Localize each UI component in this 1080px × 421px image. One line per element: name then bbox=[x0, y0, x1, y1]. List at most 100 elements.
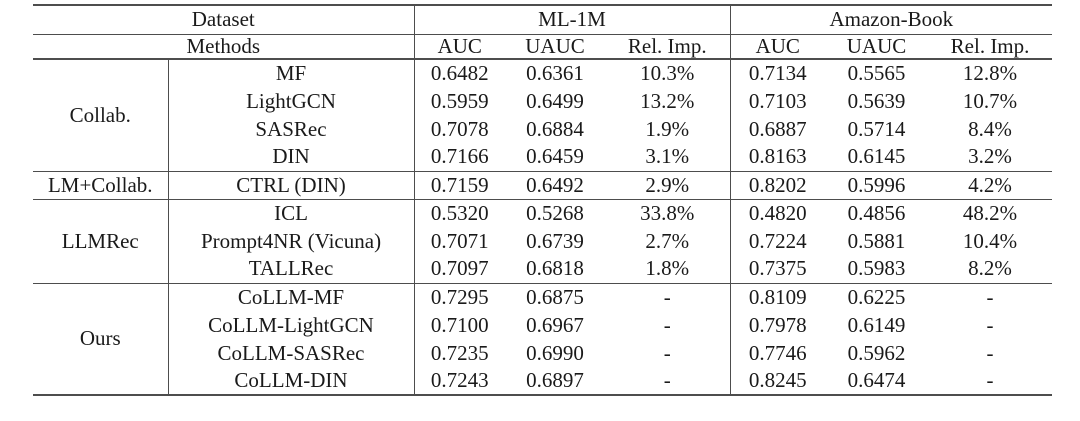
metric-cell: 0.7166 bbox=[430, 144, 489, 169]
metric-cell: 2.7% bbox=[605, 227, 731, 255]
col-header-ml1m-rel-imp: Rel. Imp. bbox=[605, 34, 731, 60]
metric-cell: 0.4820 bbox=[748, 200, 807, 225]
metric-cell: 0.6225 bbox=[847, 284, 906, 309]
group-cell: LLMRec bbox=[33, 199, 169, 283]
metric-cell: 0.6492 bbox=[526, 172, 584, 197]
table-row: CoLLM-DIN 0.7243 0.6897 - 0.8245 0.6474 … bbox=[33, 367, 1052, 395]
metric-cell: 3.1% bbox=[605, 143, 731, 171]
col-header-amazon-auc: AUC bbox=[730, 34, 826, 60]
metric-cell: 0.7097 bbox=[430, 256, 489, 281]
method-cell: CoLLM-MF bbox=[168, 283, 415, 311]
metric-cell: 0.6990 bbox=[526, 340, 584, 365]
section-ours: Ours CoLLM-MF 0.7295 0.6875 - 0.8109 0.6… bbox=[33, 283, 1053, 395]
dataset-header-cell: Dataset bbox=[33, 5, 415, 35]
table-row: LLMRec ICL 0.5320 0.5268 33.8% 0.4820 0.… bbox=[33, 199, 1052, 283]
metric-cell: 1.9% bbox=[605, 115, 731, 143]
metric-cell: 0.7100 bbox=[430, 312, 489, 337]
table-row: Prompt4NR (Vicuna) 0.7071 0.6739 2.7% 0.… bbox=[33, 227, 1052, 255]
metric-cell: 0.7134 bbox=[748, 61, 807, 85]
metric-cell: 1.8% bbox=[605, 255, 731, 283]
group-cell: LM+Collab. bbox=[33, 171, 169, 199]
metric-cell: 0.7224 bbox=[748, 228, 807, 253]
table-row: DIN 0.7166 0.6459 3.1% 0.8163 0.6145 3.2… bbox=[33, 143, 1052, 171]
metric-cell: - bbox=[986, 368, 994, 392]
section-llmrec: LLMRec ICL 0.5320 0.5268 33.8% 0.4820 0.… bbox=[33, 199, 1053, 283]
metric-cell: 0.6145 bbox=[847, 144, 906, 169]
methods-header-cell: Methods bbox=[33, 34, 415, 60]
section-collab: Collab. MF 0.6482 0.6361 10.3% 0.7134 0.… bbox=[33, 59, 1053, 171]
metric-cell: 13.2% bbox=[605, 87, 731, 115]
metric-cell: 0.5881 bbox=[847, 228, 906, 253]
metric-cell: 0.5565 bbox=[847, 61, 906, 85]
metric-cell: - bbox=[605, 367, 731, 395]
col-header-ml1m-uauc: UAUC bbox=[505, 34, 606, 60]
metric-cell: 0.6739 bbox=[526, 228, 584, 253]
metric-cell: 4.2% bbox=[968, 172, 1012, 197]
metric-cell: 0.6887 bbox=[748, 116, 807, 141]
metric-cell: 0.7243 bbox=[430, 368, 489, 392]
metric-cell: 0.7978 bbox=[748, 312, 807, 337]
method-cell: CoLLM-LightGCN bbox=[168, 311, 415, 339]
method-cell: MF bbox=[168, 59, 415, 87]
group-cell: Collab. bbox=[33, 59, 169, 171]
metric-cell: 0.5996 bbox=[847, 172, 906, 197]
metric-cell: 0.5639 bbox=[847, 88, 906, 113]
metric-cell: 0.5959 bbox=[430, 88, 489, 113]
metric-cell: 48.2% bbox=[962, 200, 1018, 225]
method-cell: CoLLM-DIN bbox=[168, 367, 415, 395]
metric-cell: 0.7746 bbox=[748, 340, 807, 365]
metric-cell: 8.4% bbox=[968, 116, 1012, 141]
metric-cell: 0.5320 bbox=[430, 200, 489, 225]
table-row: LightGCN 0.5959 0.6499 13.2% 0.7103 0.56… bbox=[33, 87, 1052, 115]
metric-cell: 0.7295 bbox=[430, 284, 489, 309]
table-row: CoLLM-LightGCN 0.7100 0.6967 - 0.7978 0.… bbox=[33, 311, 1052, 339]
metric-cell: 10.7% bbox=[962, 88, 1018, 113]
header-row-dataset: Dataset ML-1M Amazon-Book bbox=[33, 5, 1053, 35]
table-row: Ours CoLLM-MF 0.7295 0.6875 - 0.8109 0.6… bbox=[33, 283, 1052, 395]
metric-cell: - bbox=[605, 339, 731, 367]
metric-cell: 0.6884 bbox=[526, 116, 584, 141]
table-row: Collab. MF 0.6482 0.6361 10.3% 0.7134 0.… bbox=[33, 59, 1052, 171]
col-header-amazon-uauc: UAUC bbox=[825, 34, 929, 60]
metric-cell: 0.5962 bbox=[847, 340, 906, 365]
method-cell: CoLLM-SASRec bbox=[168, 339, 415, 367]
table-row: SASRec 0.7078 0.6884 1.9% 0.6887 0.5714 … bbox=[33, 115, 1052, 143]
metric-cell: 0.4856 bbox=[847, 200, 906, 225]
metric-cell: - bbox=[605, 283, 731, 311]
method-cell: Prompt4NR (Vicuna) bbox=[168, 227, 415, 255]
metric-cell: 0.6482 bbox=[430, 61, 489, 85]
metric-cell: 0.5268 bbox=[526, 200, 584, 225]
metric-cell: 0.5714 bbox=[847, 116, 906, 141]
metric-cell: - bbox=[986, 284, 994, 309]
group-header-amazon-book: Amazon-Book bbox=[730, 5, 1053, 35]
metric-cell: - bbox=[986, 312, 994, 337]
metric-cell: 0.8163 bbox=[748, 144, 807, 169]
metric-cell: 33.8% bbox=[605, 199, 731, 227]
metric-cell: 0.7375 bbox=[748, 256, 807, 281]
metric-cell: 0.6361 bbox=[526, 61, 584, 85]
metric-cell: 0.7235 bbox=[430, 340, 489, 365]
metric-cell: 0.6149 bbox=[847, 312, 906, 337]
metric-cell: 0.6818 bbox=[526, 256, 584, 281]
table-row: CoLLM-SASRec 0.7235 0.6990 - 0.7746 0.59… bbox=[33, 339, 1052, 367]
metric-cell: 0.6897 bbox=[526, 368, 584, 392]
metric-cell: 8.2% bbox=[968, 256, 1012, 281]
col-header-amazon-rel-imp: Rel. Imp. bbox=[928, 34, 1053, 60]
metric-cell: 0.6875 bbox=[526, 284, 584, 309]
table-row: TALLRec 0.7097 0.6818 1.8% 0.7375 0.5983… bbox=[33, 255, 1052, 283]
metric-cell: 0.8109 bbox=[748, 284, 807, 309]
metric-cell: 2.9% bbox=[605, 171, 731, 199]
method-cell: TALLRec bbox=[168, 255, 415, 283]
method-cell: CTRL (DIN) bbox=[168, 171, 415, 199]
method-cell: DIN bbox=[168, 143, 415, 171]
metric-cell: 10.3% bbox=[605, 59, 731, 87]
section-lm-collab: LM+Collab. CTRL (DIN) 0.7159 0.6492 2.9%… bbox=[33, 171, 1053, 199]
method-cell: ICL bbox=[168, 199, 415, 227]
metric-cell: 10.4% bbox=[962, 228, 1018, 253]
metric-cell: 0.7071 bbox=[430, 228, 489, 253]
group-cell: Ours bbox=[33, 283, 169, 395]
metric-cell: 0.7159 bbox=[430, 172, 489, 197]
col-header-ml1m-auc: AUC bbox=[414, 34, 506, 60]
metric-cell: 0.6499 bbox=[526, 88, 584, 113]
group-header-ml1m: ML-1M bbox=[414, 5, 731, 35]
